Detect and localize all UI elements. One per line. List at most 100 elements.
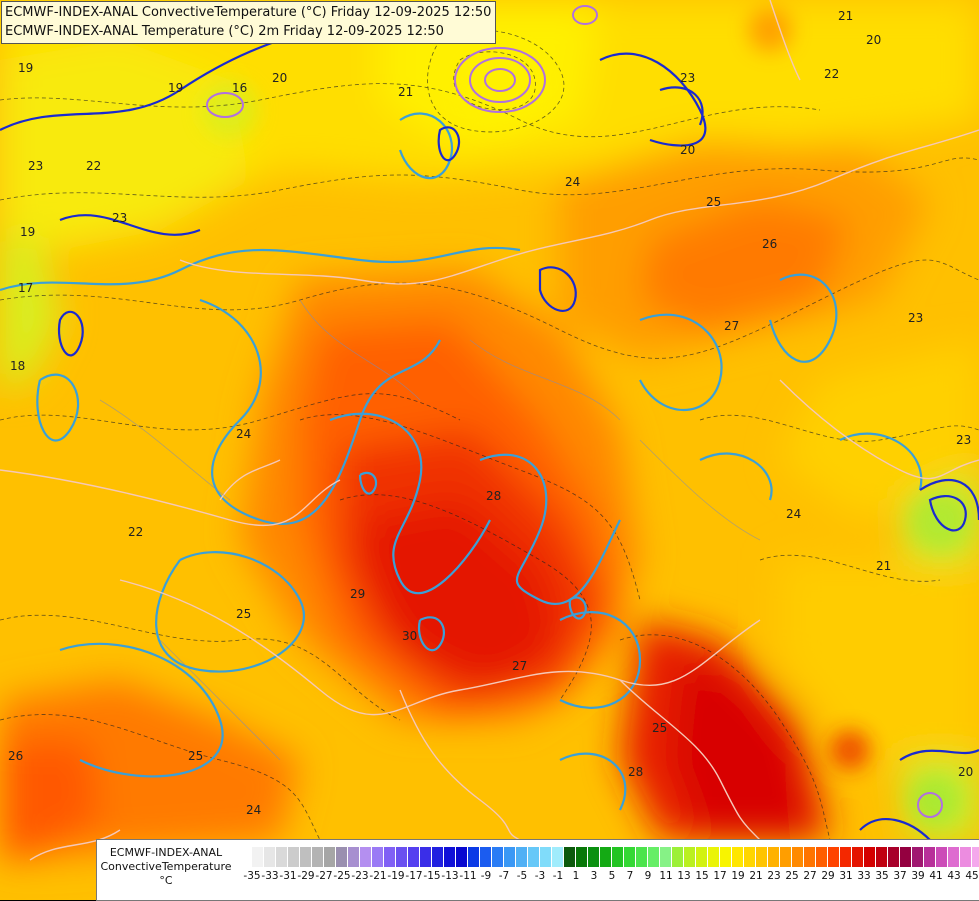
map-label: 22 (128, 525, 143, 539)
legend-swatch (864, 847, 876, 867)
map-label: 30 (402, 629, 417, 643)
legend-swatch (888, 847, 900, 867)
legend-swatch (588, 847, 600, 867)
legend-swatch (408, 847, 420, 867)
legend-title: ECMWF-INDEX-ANAL ConvectiveTemperature °… (99, 846, 233, 888)
legend-swatch (768, 847, 780, 867)
country-borders (0, 0, 979, 861)
legend-tick: -5 (516, 870, 528, 882)
legend-swatch (264, 847, 276, 867)
legend-title-line-3: °C (159, 874, 173, 887)
map-label: 21 (876, 559, 891, 573)
legend-swatch (972, 847, 979, 867)
map-label: 19 (168, 81, 183, 95)
legend-tick: 29 (821, 870, 835, 882)
legend-tick: -29 (297, 870, 315, 882)
legend-swatch (780, 847, 792, 867)
legend-tick: 21 (749, 870, 763, 882)
legend-swatch (912, 847, 924, 867)
legend-swatch (708, 847, 720, 867)
map-title-box: ECMWF-INDEX-ANAL ConvectiveTemperature (… (1, 1, 497, 44)
legend-swatch (444, 847, 456, 867)
map-label: 27 (512, 659, 527, 673)
legend-tick: -3 (534, 870, 546, 882)
legend-swatch (564, 847, 576, 867)
legend-swatch (816, 847, 828, 867)
legend-tick: 1 (572, 870, 580, 882)
map-label: 26 (8, 749, 23, 763)
map-label: 22 (824, 67, 839, 81)
legend-tick: 17 (713, 870, 727, 882)
region-borders (99, 299, 761, 761)
map-label: 23 (112, 211, 127, 225)
map-label: 25 (188, 749, 203, 763)
convective-maxima (206, 5, 943, 818)
legend-tick: 27 (803, 870, 817, 882)
map-label: 28 (486, 489, 501, 503)
map-label: 21 (838, 9, 853, 23)
2m-temperature-contours (0, 112, 923, 811)
map-label: 22 (86, 159, 101, 173)
legend-swatch (792, 847, 804, 867)
legend-tick: -7 (498, 870, 510, 882)
legend-swatch (672, 847, 684, 867)
map-label: 17 (18, 281, 33, 295)
map-label: 27 (724, 319, 739, 333)
legend-tick: -21 (369, 870, 387, 882)
map-label: 18 (10, 359, 25, 373)
map-label: 24 (786, 507, 801, 521)
legend-tick: -31 (279, 870, 297, 882)
legend-tick: 3 (590, 870, 598, 882)
legend-title-line-1: ECMWF-INDEX-ANAL (109, 846, 223, 859)
legend-tick: 19 (731, 870, 745, 882)
legend-tick: -11 (459, 870, 477, 882)
legend-tick: 9 (644, 870, 652, 882)
legend-swatch (576, 847, 588, 867)
legend-swatch (540, 847, 552, 867)
legend-tick: 41 (929, 870, 943, 882)
legend-swatch (516, 847, 528, 867)
legend-swatch (240, 847, 252, 867)
legend-swatch (288, 847, 300, 867)
legend-tick: -33 (261, 870, 279, 882)
legend-swatch (336, 847, 348, 867)
map-label: 24 (236, 427, 251, 441)
map-label: 20 (272, 71, 287, 85)
map-label: 23 (956, 433, 971, 447)
legend-tick: 35 (875, 870, 889, 882)
legend-tick: 7 (626, 870, 634, 882)
legend-tick: 23 (767, 870, 781, 882)
map-title-convective: ECMWF-INDEX-ANAL ConvectiveTemperature (… (5, 5, 492, 20)
legend-swatch (300, 847, 312, 867)
map-label: 25 (652, 721, 667, 735)
legend-tick: -1 (552, 870, 564, 882)
legend-swatch (960, 847, 972, 867)
legend-swatch (468, 847, 480, 867)
legend-swatch (528, 847, 540, 867)
legend-swatch (696, 847, 708, 867)
map-label: 20 (680, 143, 695, 157)
legend-swatch (924, 847, 936, 867)
map-label: 19 (20, 225, 35, 239)
map-label: 16 (232, 81, 247, 95)
legend-tick: 37 (893, 870, 907, 882)
legend-tick: -35 (243, 870, 261, 882)
legend-swatch (756, 847, 768, 867)
legend-tick: 45 (965, 870, 979, 882)
legend-title-line-2: ConvectiveTemperature (100, 860, 232, 873)
legend-swatch (504, 847, 516, 867)
legend-tick: 39 (911, 870, 925, 882)
legend-swatch (648, 847, 660, 867)
legend-swatch (456, 847, 468, 867)
map-label: 19 (18, 61, 33, 75)
contour-labels: 19 20 21 22 23 24 24 25 26 27 28 29 30 2… (8, 9, 973, 817)
map-title-2m-temperature: ECMWF-INDEX-ANAL Temperature (°C) 2m Fri… (5, 24, 444, 39)
legend-color-scale (240, 847, 979, 867)
legend-tick: -25 (333, 870, 351, 882)
legend-swatch (384, 847, 396, 867)
legend-tick: 15 (695, 870, 709, 882)
legend-swatch (252, 847, 264, 867)
legend-swatch (732, 847, 744, 867)
